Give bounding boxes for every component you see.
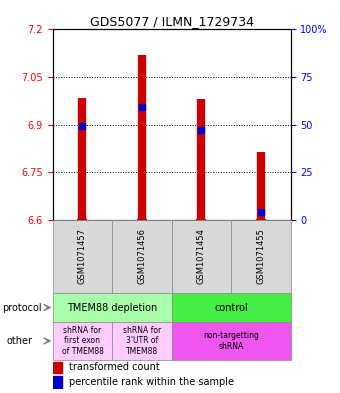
Bar [53,293,172,322]
Bar [172,322,291,360]
Text: transformed count: transformed count [69,362,160,372]
Bar [112,322,172,360]
Text: GSM1071457: GSM1071457 [78,228,87,285]
Text: shRNA for
3'UTR of
TMEM88: shRNA for 3'UTR of TMEM88 [123,326,161,356]
Bar [172,220,231,293]
Text: control: control [214,303,248,312]
Text: non-targetting
shRNA: non-targetting shRNA [203,331,259,351]
Text: GSM1071454: GSM1071454 [197,228,206,285]
Text: other: other [6,336,32,346]
Bar [231,220,291,293]
Text: shRNA for
first exon
of TMEM88: shRNA for first exon of TMEM88 [62,326,103,356]
Text: GSM1071455: GSM1071455 [256,228,266,285]
Text: GSM1071456: GSM1071456 [137,228,147,285]
Text: percentile rank within the sample: percentile rank within the sample [69,377,234,387]
Bar [53,362,62,373]
Bar [112,220,172,293]
Title: GDS5077 / ILMN_1729734: GDS5077 / ILMN_1729734 [90,15,254,28]
Bar [53,376,62,387]
Text: TMEM88 depletion: TMEM88 depletion [67,303,157,312]
Bar [172,293,291,322]
Bar [53,322,112,360]
Text: protocol: protocol [2,303,41,312]
Bar [53,220,112,293]
